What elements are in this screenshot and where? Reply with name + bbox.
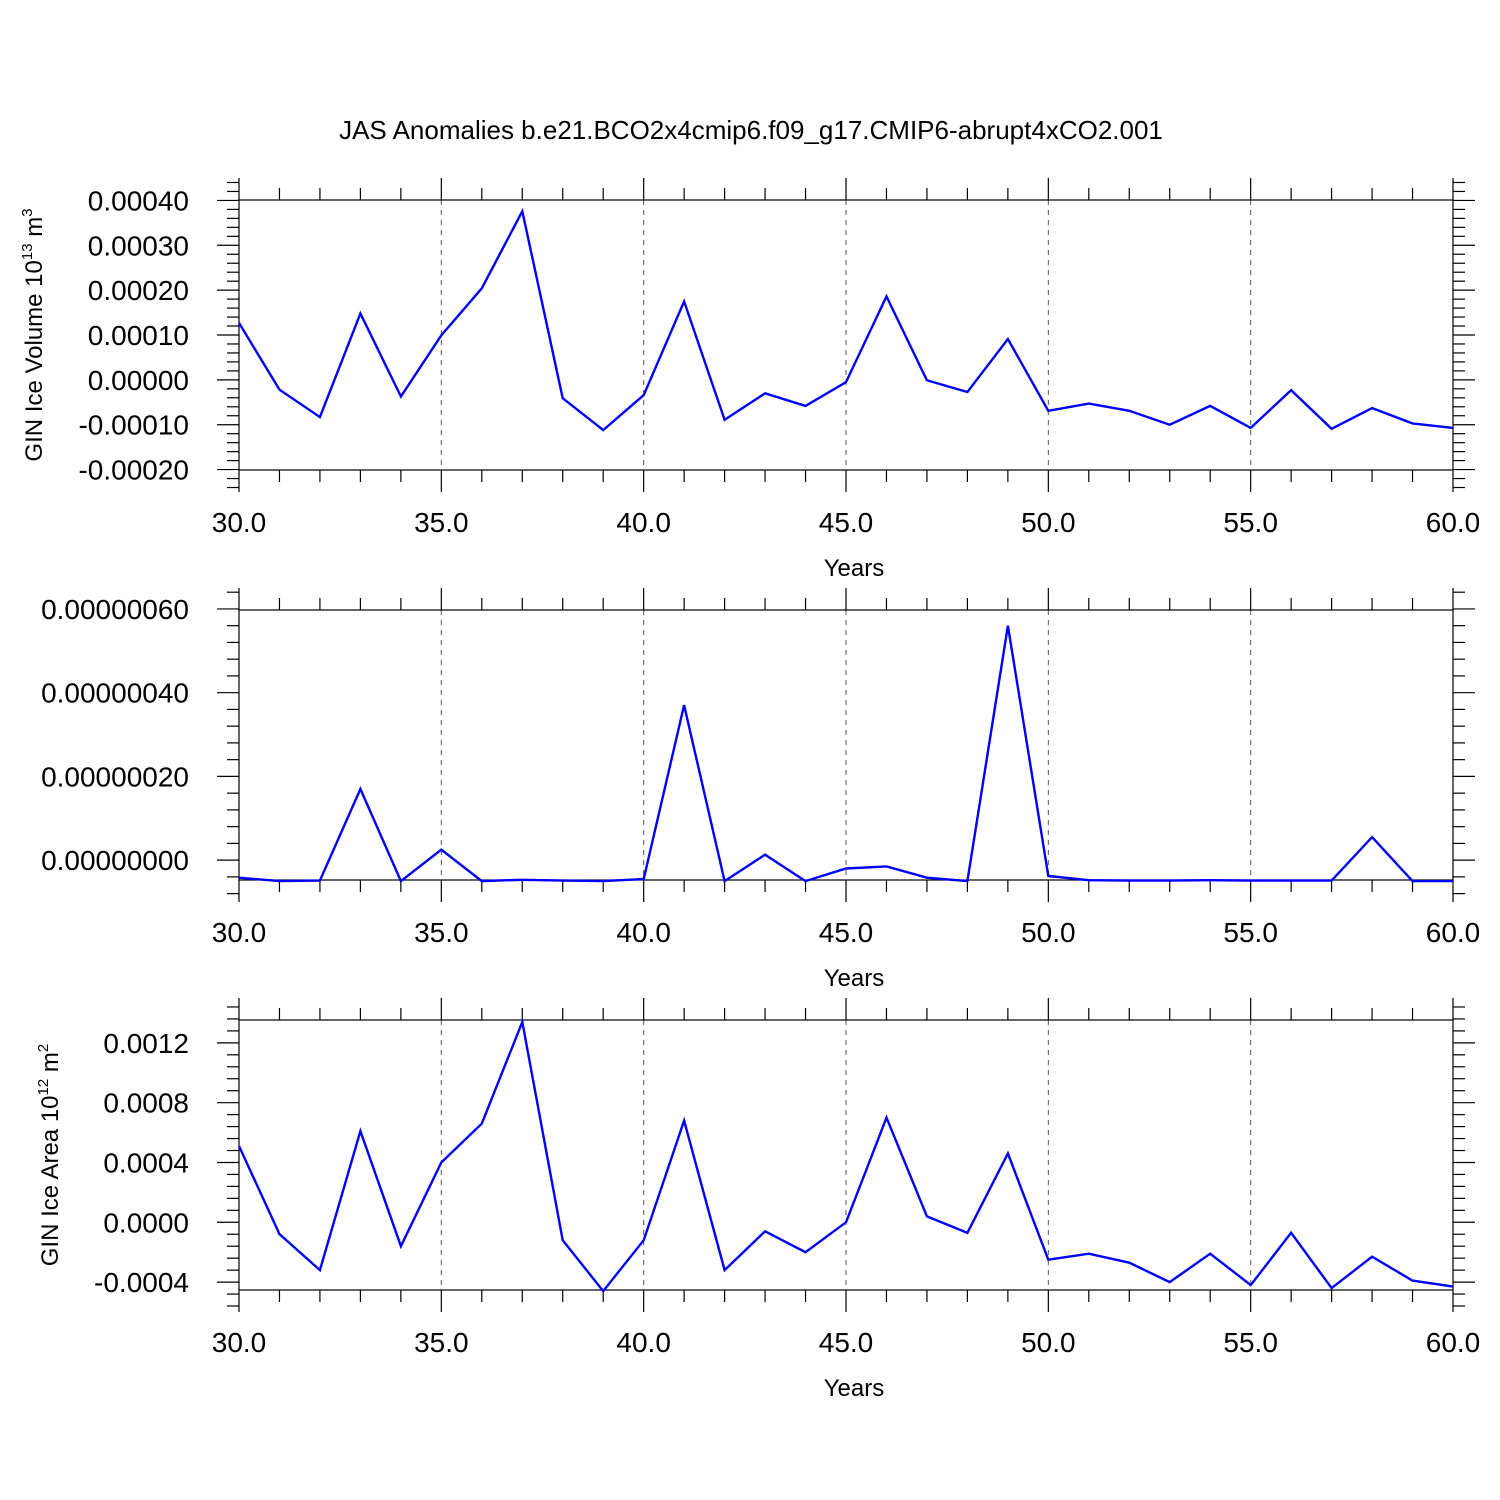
y-tick-label: 0.0012	[103, 1028, 189, 1059]
chart-panel-3: 30.0 35.0 40.0 45.0 50.0 55.0 60.0 Years -0.0004…	[35, 998, 1480, 1402]
y-tick-label: 0.00000060	[41, 594, 189, 625]
y-tick-label: 0.00010	[88, 320, 189, 351]
y-axis-title-exp: 13	[19, 243, 36, 260]
x-tick-label: 45.0	[819, 507, 874, 538]
x-tick-label: 55.0	[1223, 1327, 1278, 1358]
x-tick-label: 50.0	[1021, 917, 1076, 948]
x-axis-title: Years	[824, 965, 885, 992]
y-tick-label: 0.00000000	[41, 845, 189, 876]
x-tick-label: 45.0	[819, 1327, 874, 1358]
y-tick-label: 0.00000020	[41, 761, 189, 792]
y-axis-title-text: GIN Ice Volume 10	[21, 260, 48, 461]
series-line	[237, 1017, 1454, 1294]
series-line	[237, 207, 1454, 432]
x-tick-label: 30.0	[212, 917, 267, 948]
x-tick-label: 40.0	[616, 917, 671, 948]
x-tick-label: 60.0	[1426, 1327, 1481, 1358]
x-axis-title: Years	[824, 555, 885, 582]
x-tick-label: 55.0	[1223, 507, 1278, 538]
series-line	[238, 625, 1453, 884]
y-axis-title-exp: 12	[35, 1079, 52, 1096]
x-tick-label: 60.0	[1426, 507, 1481, 538]
y-axis-title-text: GIN Ice Area 10	[37, 1095, 64, 1266]
x-tick-label: 55.0	[1223, 917, 1278, 948]
y-tick-label: 0.00000040	[41, 678, 189, 709]
y-axis-title-unit-exp: 3	[19, 208, 36, 216]
y-tick-label: 0.0008	[103, 1088, 189, 1119]
x-tick-label: 50.0	[1021, 507, 1076, 538]
y-tick-label: -0.0004	[94, 1267, 189, 1298]
y-tick-label: 0.0000	[103, 1207, 189, 1238]
x-tick-label: 60.0	[1426, 917, 1481, 948]
y-axis-title-unit: m	[37, 1052, 64, 1079]
x-tick-label: 50.0	[1021, 1327, 1076, 1358]
y-axis-title-unit-exp: 2	[35, 1044, 52, 1052]
chart-panel-1: 30.0 35.0 40.0 45.0 50.0 55.0 60.0 Years -0.0002…	[19, 178, 1480, 582]
x-tick-label: 35.0	[414, 917, 469, 948]
y-tick-label: -0.00010	[78, 410, 189, 441]
x-tick-label: 35.0	[414, 507, 469, 538]
chart-title: JAS Anomalies b.e21.BCO2x4cmip6.f09_g17.…	[339, 115, 1163, 145]
x-tick-label: 40.0	[616, 1327, 671, 1358]
y-axis-title: GIN Ice Area 1012 m2	[35, 1044, 64, 1266]
x-tick-label: 40.0	[616, 507, 671, 538]
x-tick-label: 30.0	[212, 1327, 267, 1358]
x-tick-label: 35.0	[414, 1327, 469, 1358]
y-axis-title-unit: m	[21, 217, 48, 244]
y-tick-label: 0.00000	[88, 365, 189, 396]
x-axis-title: Years	[824, 1375, 885, 1402]
y-tick-label: 0.0004	[103, 1147, 189, 1178]
y-tick-label: 0.00030	[88, 230, 189, 261]
chart-panels: 30.0 35.0 40.0 45.0 50.0 55.0 60.0 Years -0.0002…	[19, 178, 1480, 1402]
y-tick-label: -0.00020	[78, 455, 189, 486]
x-tick-label: 45.0	[819, 917, 874, 948]
x-tick-label: 30.0	[212, 507, 267, 538]
chart-panel-2: 30.0 35.0 40.0 45.0 50.0 55.0 60.0 Years 0.00000…	[41, 588, 1480, 992]
y-axis-title: GIN Ice Volume 1013 m3	[19, 208, 48, 461]
y-tick-label: 0.00020	[88, 275, 189, 306]
y-tick-label: 0.00040	[88, 185, 189, 216]
